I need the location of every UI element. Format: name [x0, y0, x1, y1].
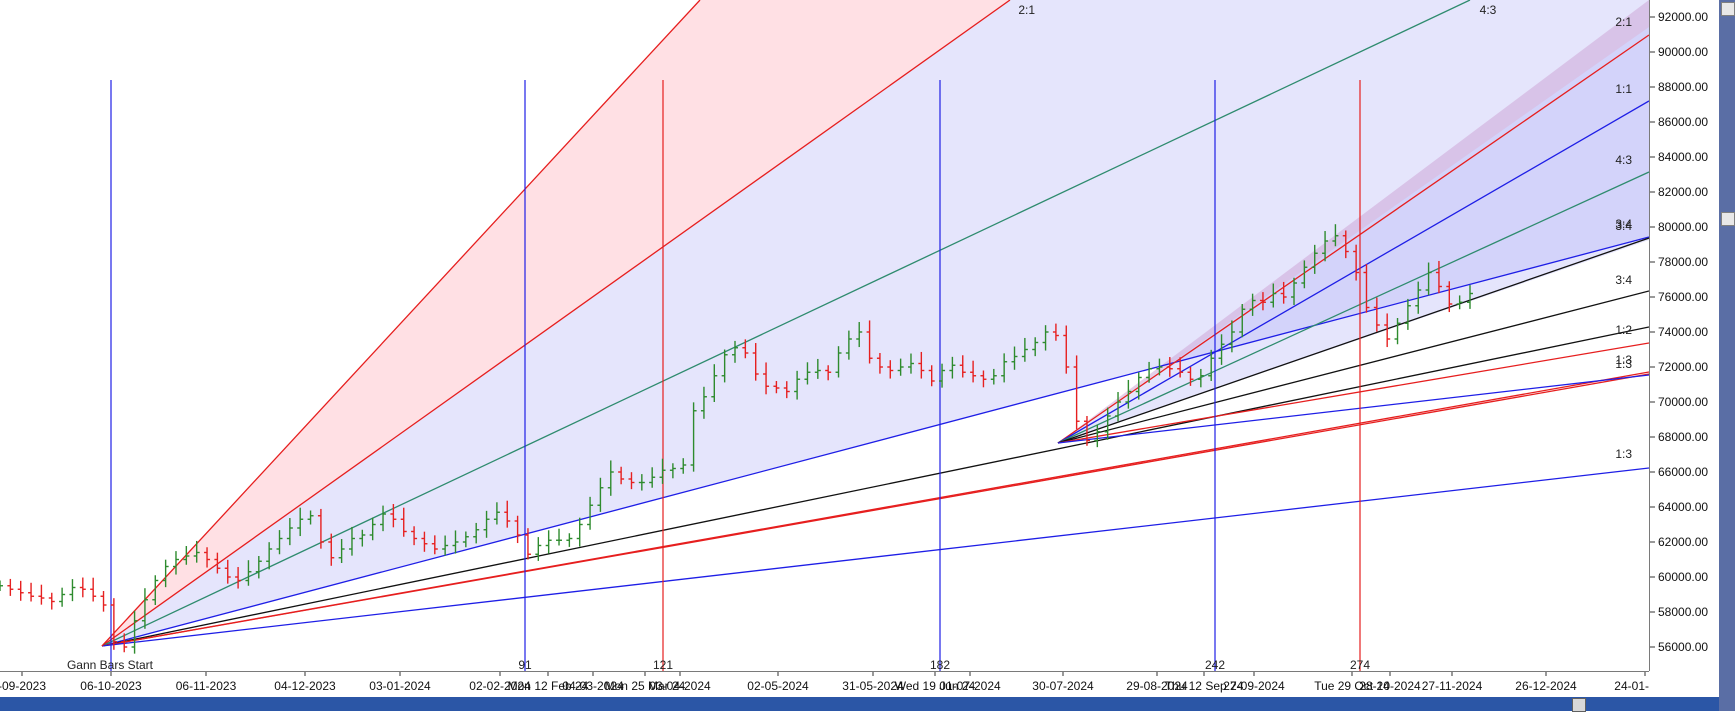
- fan2-blue-region: [1058, 0, 1649, 443]
- price-tick-label: 72000.00: [1658, 360, 1708, 374]
- date-tick-label: -09-2023: [0, 679, 46, 693]
- gann-fan2-line: [1057, 171, 1650, 444]
- horizontal-scrollbar[interactable]: [0, 697, 1719, 712]
- date-tick-label: 02-05-2024: [747, 679, 809, 693]
- price-tick-label: 88000.00: [1658, 80, 1708, 94]
- date-tick-label: Wed 19 Jun 24: [895, 679, 976, 693]
- scroll-thumb[interactable]: [1721, 212, 1735, 226]
- gann-fan1-line: [101, 236, 1650, 647]
- gann-fan1-line: [101, 326, 1650, 647]
- price-tick-label: 86000.00: [1658, 115, 1708, 129]
- gann-ratio-label: 4:3: [1615, 153, 1632, 167]
- price-tick-label: 84000.00: [1658, 150, 1708, 164]
- gann-bar-count-label: 91: [518, 658, 532, 671]
- gann-fan1-line: [101, 0, 1011, 647]
- price-axis-svg: 56000.00 58000.00 60000.00 62000.00 64000.00…: [1650, 10, 1708, 654]
- gann-bar-count-label: 182: [930, 658, 950, 671]
- gann-fan1-line: [101, 0, 1471, 647]
- gann-ratio-label: 3:4: [1615, 217, 1632, 231]
- price-tick-label: 64000.00: [1658, 500, 1708, 514]
- price-tick-label: 62000.00: [1658, 535, 1708, 549]
- gann-ratio-label: 2:1: [1018, 3, 1035, 17]
- date-tick-label: 03-01-2024: [369, 679, 431, 693]
- price-tick-label: 92000.00: [1658, 10, 1708, 24]
- date-tick-label: 24-01-2025: [1614, 679, 1649, 693]
- date-tick-label: 02-02-2024: [469, 679, 531, 693]
- price-tick-label: 90000.00: [1658, 45, 1708, 59]
- gann-ratio-label: 1:3: [1615, 357, 1632, 371]
- gann-ratio-label: 2:1: [1615, 15, 1632, 29]
- gann-fan2-line: [1057, 290, 1650, 444]
- gann-bar-count-label: 242: [1205, 658, 1225, 671]
- gann-fan2-line: [1057, 100, 1650, 444]
- gann-fan2-line: [1057, 237, 1650, 444]
- gann-fan1-line: [101, 0, 701, 647]
- date-tick-label: Mon 12 Feb 24: [508, 679, 589, 693]
- price-tick-label: 68000.00: [1658, 430, 1708, 444]
- chart-svg: 2:1 4:32:11:14:33:43:43:41:21:31:31:391 12…: [0, 0, 1650, 672]
- price-tick-label: 74000.00: [1658, 325, 1708, 339]
- date-tick-label: 28-10-2024: [1359, 679, 1421, 693]
- gann-ratio-label: 3:4: [1615, 273, 1632, 287]
- gann-fan1-line: [101, 373, 1650, 647]
- date-tick-label: 27-11-2024: [1422, 679, 1483, 693]
- gann-bar-count-label: 121: [653, 658, 673, 671]
- date-tick-label: 27-09-2024: [1223, 679, 1285, 693]
- date-axis: -09-2023 06-10-2023 06-11-2023 04-12-2023 03…: [0, 671, 1676, 698]
- price-tick-label: 80000.00: [1658, 220, 1708, 234]
- date-tick-label: 26-12-2024: [1515, 679, 1577, 693]
- price-tick-label: 82000.00: [1658, 185, 1708, 199]
- gann-ratio-label: 3:4: [1615, 219, 1632, 233]
- date-tick-label: 30-07-2024: [1032, 679, 1094, 693]
- date-tick-label: 04-12-2023: [274, 679, 336, 693]
- gann-ratio-label: 1:1: [1615, 82, 1632, 96]
- chart-plot-area[interactable]: 2:1 4:3 2:1 1:1 4:3 3:4 3:4 3:4 1:2 1:3 1:3 1:3 91 12…: [0, 0, 1650, 672]
- gann-bar-count-label: 274: [1350, 658, 1370, 671]
- date-tick-label: Mon 25 Mar 24: [605, 679, 686, 693]
- price-tick-label: 78000.00: [1658, 255, 1708, 269]
- gann-fan2-line: [1057, 374, 1650, 444]
- date-tick-label: 01-07-2024: [939, 679, 1001, 693]
- price-tick-label: 70000.00: [1658, 395, 1708, 409]
- price-tick-label: 58000.00: [1658, 605, 1708, 619]
- gann-ratio-label: 1:3: [1615, 447, 1632, 461]
- gann-ratio-label: 1:2: [1615, 323, 1632, 337]
- date-tick-label: 03-04-2024: [649, 679, 711, 693]
- date-axis-svg: -09-2023 06-10-2023 06-11-2023 04-12-2023 03…: [0, 672, 1676, 693]
- date-tick-label: 06-11-2023: [176, 679, 237, 693]
- gann-fan2-line: [1057, 342, 1650, 444]
- price-axis: 56000.00 58000.00 60000.00 62000.00 64000.00…: [1649, 0, 1720, 671]
- price-tick-label: 66000.00: [1658, 465, 1708, 479]
- gann-fan2-line: [1057, 34, 1650, 444]
- date-tick-label: 31-05-2024: [842, 679, 904, 693]
- date-tick-label: 04-03-2024: [562, 679, 624, 693]
- fan1-blue-region: [102, 0, 1649, 646]
- gann-ratio-label: 1:3: [1615, 353, 1632, 367]
- price-tick-label: 56000.00: [1658, 640, 1708, 654]
- gann-fan1-line: [101, 467, 1650, 647]
- date-tick-label: 29-08-2024: [1126, 679, 1188, 693]
- horizontal-scroll-thumb[interactable]: [1572, 698, 1586, 712]
- gann-bars-start-label: Gann Bars Start: [67, 658, 154, 671]
- fan2-red-region: [1058, 0, 1649, 443]
- price-tick-label: 76000.00: [1658, 290, 1708, 304]
- vertical-scrollbar[interactable]: [1719, 0, 1735, 711]
- date-tick-label: Thu 12 Sep 24: [1165, 679, 1244, 693]
- date-tick-label: Tue 29 Oct 24: [1314, 679, 1390, 693]
- price-tick-label: 60000.00: [1658, 570, 1708, 584]
- gann-ratio-label: 4:3: [1480, 3, 1497, 17]
- date-tick-label: 06-10-2023: [80, 679, 142, 693]
- scroll-up-button[interactable]: [1721, 2, 1735, 16]
